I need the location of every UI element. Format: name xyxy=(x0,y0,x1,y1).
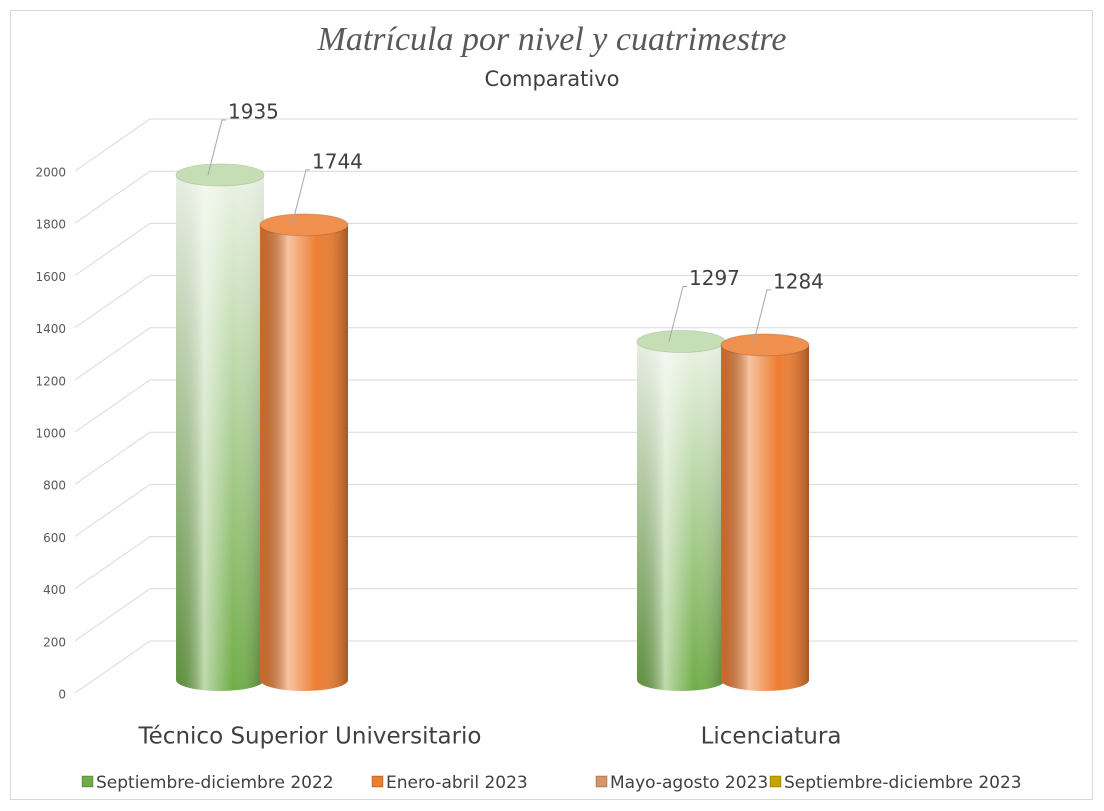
y-tick-label: 400 xyxy=(43,583,66,597)
bar-top-shade xyxy=(721,333,809,356)
data-label: 1744 xyxy=(312,149,363,173)
chart-border xyxy=(10,10,1093,800)
legend-marker xyxy=(769,775,782,788)
chart-subtitle: Comparativo xyxy=(484,67,619,91)
y-tick-label: 1600 xyxy=(35,270,66,284)
leader-line xyxy=(291,169,310,225)
x-tick-label: Licenciatura xyxy=(701,724,842,750)
y-tick-label: 600 xyxy=(43,531,66,545)
legend-label: Mayo-agosto 2023 xyxy=(610,773,768,793)
grid-line xyxy=(74,222,1078,276)
grid-line xyxy=(74,275,1078,329)
leader-line xyxy=(752,289,771,345)
y-tick-label: 1000 xyxy=(35,427,66,441)
bar-shade xyxy=(176,174,264,692)
data-label: 1935 xyxy=(228,99,279,123)
bar-shade xyxy=(721,344,809,691)
y-tick-label: 1800 xyxy=(35,218,66,232)
grid-line xyxy=(74,327,1078,381)
bar-top-shade xyxy=(260,213,348,236)
grid-line xyxy=(74,170,1078,224)
y-tick-label: 1200 xyxy=(35,374,66,388)
legend-marker xyxy=(371,775,384,788)
bar-top-shade xyxy=(176,163,264,186)
y-tick-label: 800 xyxy=(43,479,66,493)
leader-line xyxy=(668,285,687,342)
legend-marker xyxy=(81,775,94,788)
chart-title: Matrícula por nivel y cuatrimestre xyxy=(317,21,787,58)
bar-shade xyxy=(260,224,348,692)
leader-line xyxy=(207,119,226,176)
x-tick-label: Técnico Superior Universitario xyxy=(138,724,482,750)
bar-top xyxy=(259,213,349,237)
y-tick-label: 1400 xyxy=(35,322,66,336)
y-tick-label: 0 xyxy=(58,688,66,702)
bar-top-shade xyxy=(637,330,725,353)
y-tick-label: 2000 xyxy=(35,166,66,180)
bar-top xyxy=(720,333,810,357)
grid-line xyxy=(74,118,1078,172)
legend-label: Septiembre-diciembre 2022 xyxy=(96,773,334,793)
legend-label: Septiembre-diciembre 2023 xyxy=(784,773,1022,793)
bar-shade xyxy=(637,341,725,691)
legend-marker xyxy=(595,775,608,788)
data-label: 1284 xyxy=(773,269,824,293)
y-tick-label: 200 xyxy=(43,635,66,649)
data-label: 1297 xyxy=(689,266,740,290)
legend-label: Enero-abril 2023 xyxy=(386,773,528,793)
